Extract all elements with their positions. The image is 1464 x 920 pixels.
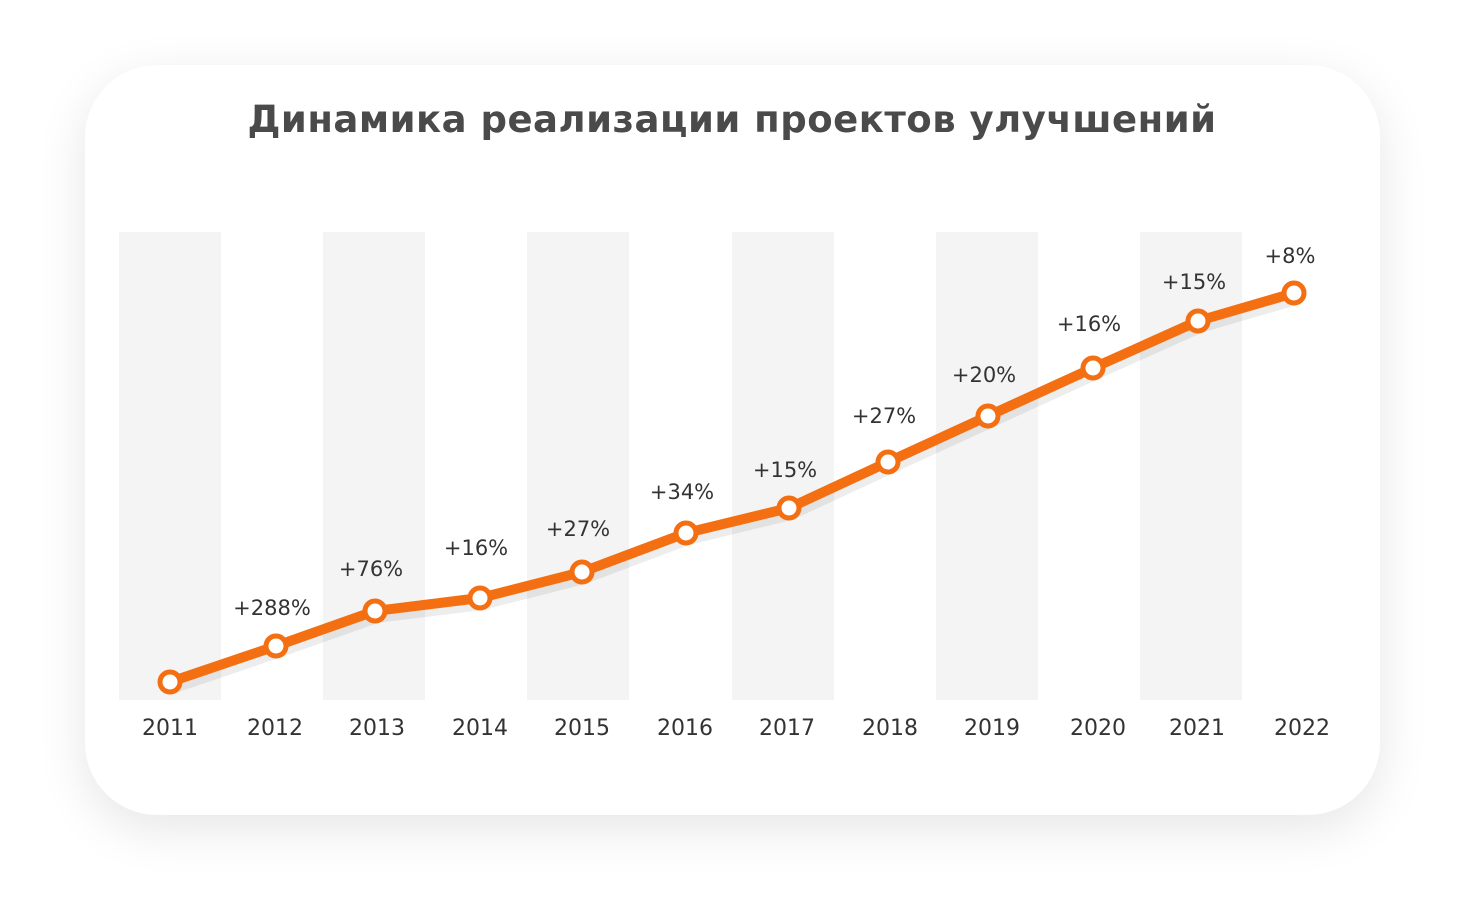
data-point [362, 598, 388, 624]
x-tick-label: 2014 [452, 716, 508, 741]
data-point [569, 559, 595, 585]
data-point [467, 585, 493, 611]
x-tick-label: 2017 [759, 716, 815, 741]
x-tick-label: 2015 [554, 716, 610, 741]
chart-title: Динамика реализации проектов улучшений [247, 98, 1217, 141]
x-tick-label: 2018 [862, 716, 918, 741]
x-tick-label: 2013 [349, 716, 405, 741]
column-band [936, 232, 1038, 700]
line-shadow [170, 293, 1298, 694]
data-label: +27% [852, 404, 916, 428]
column-band [527, 232, 629, 700]
data-point [263, 633, 289, 659]
column-band [1140, 232, 1242, 700]
x-tick-label: 2019 [964, 716, 1020, 741]
data-label: +15% [1162, 270, 1226, 294]
series-line [165, 288, 1299, 687]
data-label: +16% [444, 536, 508, 560]
x-tick-label: 2021 [1169, 716, 1225, 741]
x-tick-label: 2011 [142, 716, 198, 741]
data-point [1281, 280, 1307, 306]
data-point [1185, 308, 1211, 334]
data-point [1080, 355, 1106, 381]
x-tick-label: 2022 [1274, 716, 1330, 741]
x-tick-label: 2012 [247, 716, 303, 741]
column-band [732, 232, 834, 700]
x-tick-label: 2016 [657, 716, 713, 741]
data-point [157, 669, 183, 695]
data-label: +8% [1265, 244, 1316, 268]
data-label: +288% [233, 596, 311, 620]
column-band [119, 232, 221, 700]
data-label: +34% [650, 480, 714, 504]
data-point [875, 449, 901, 475]
data-label: +27% [546, 517, 610, 541]
data-label: +76% [339, 557, 403, 581]
x-tick-label: 2020 [1070, 716, 1126, 741]
data-label: +16% [1057, 312, 1121, 336]
data-point [673, 520, 699, 546]
data-point [776, 495, 802, 521]
data-label: +20% [952, 363, 1016, 387]
data-point [975, 403, 1001, 429]
data-label: +15% [753, 458, 817, 482]
